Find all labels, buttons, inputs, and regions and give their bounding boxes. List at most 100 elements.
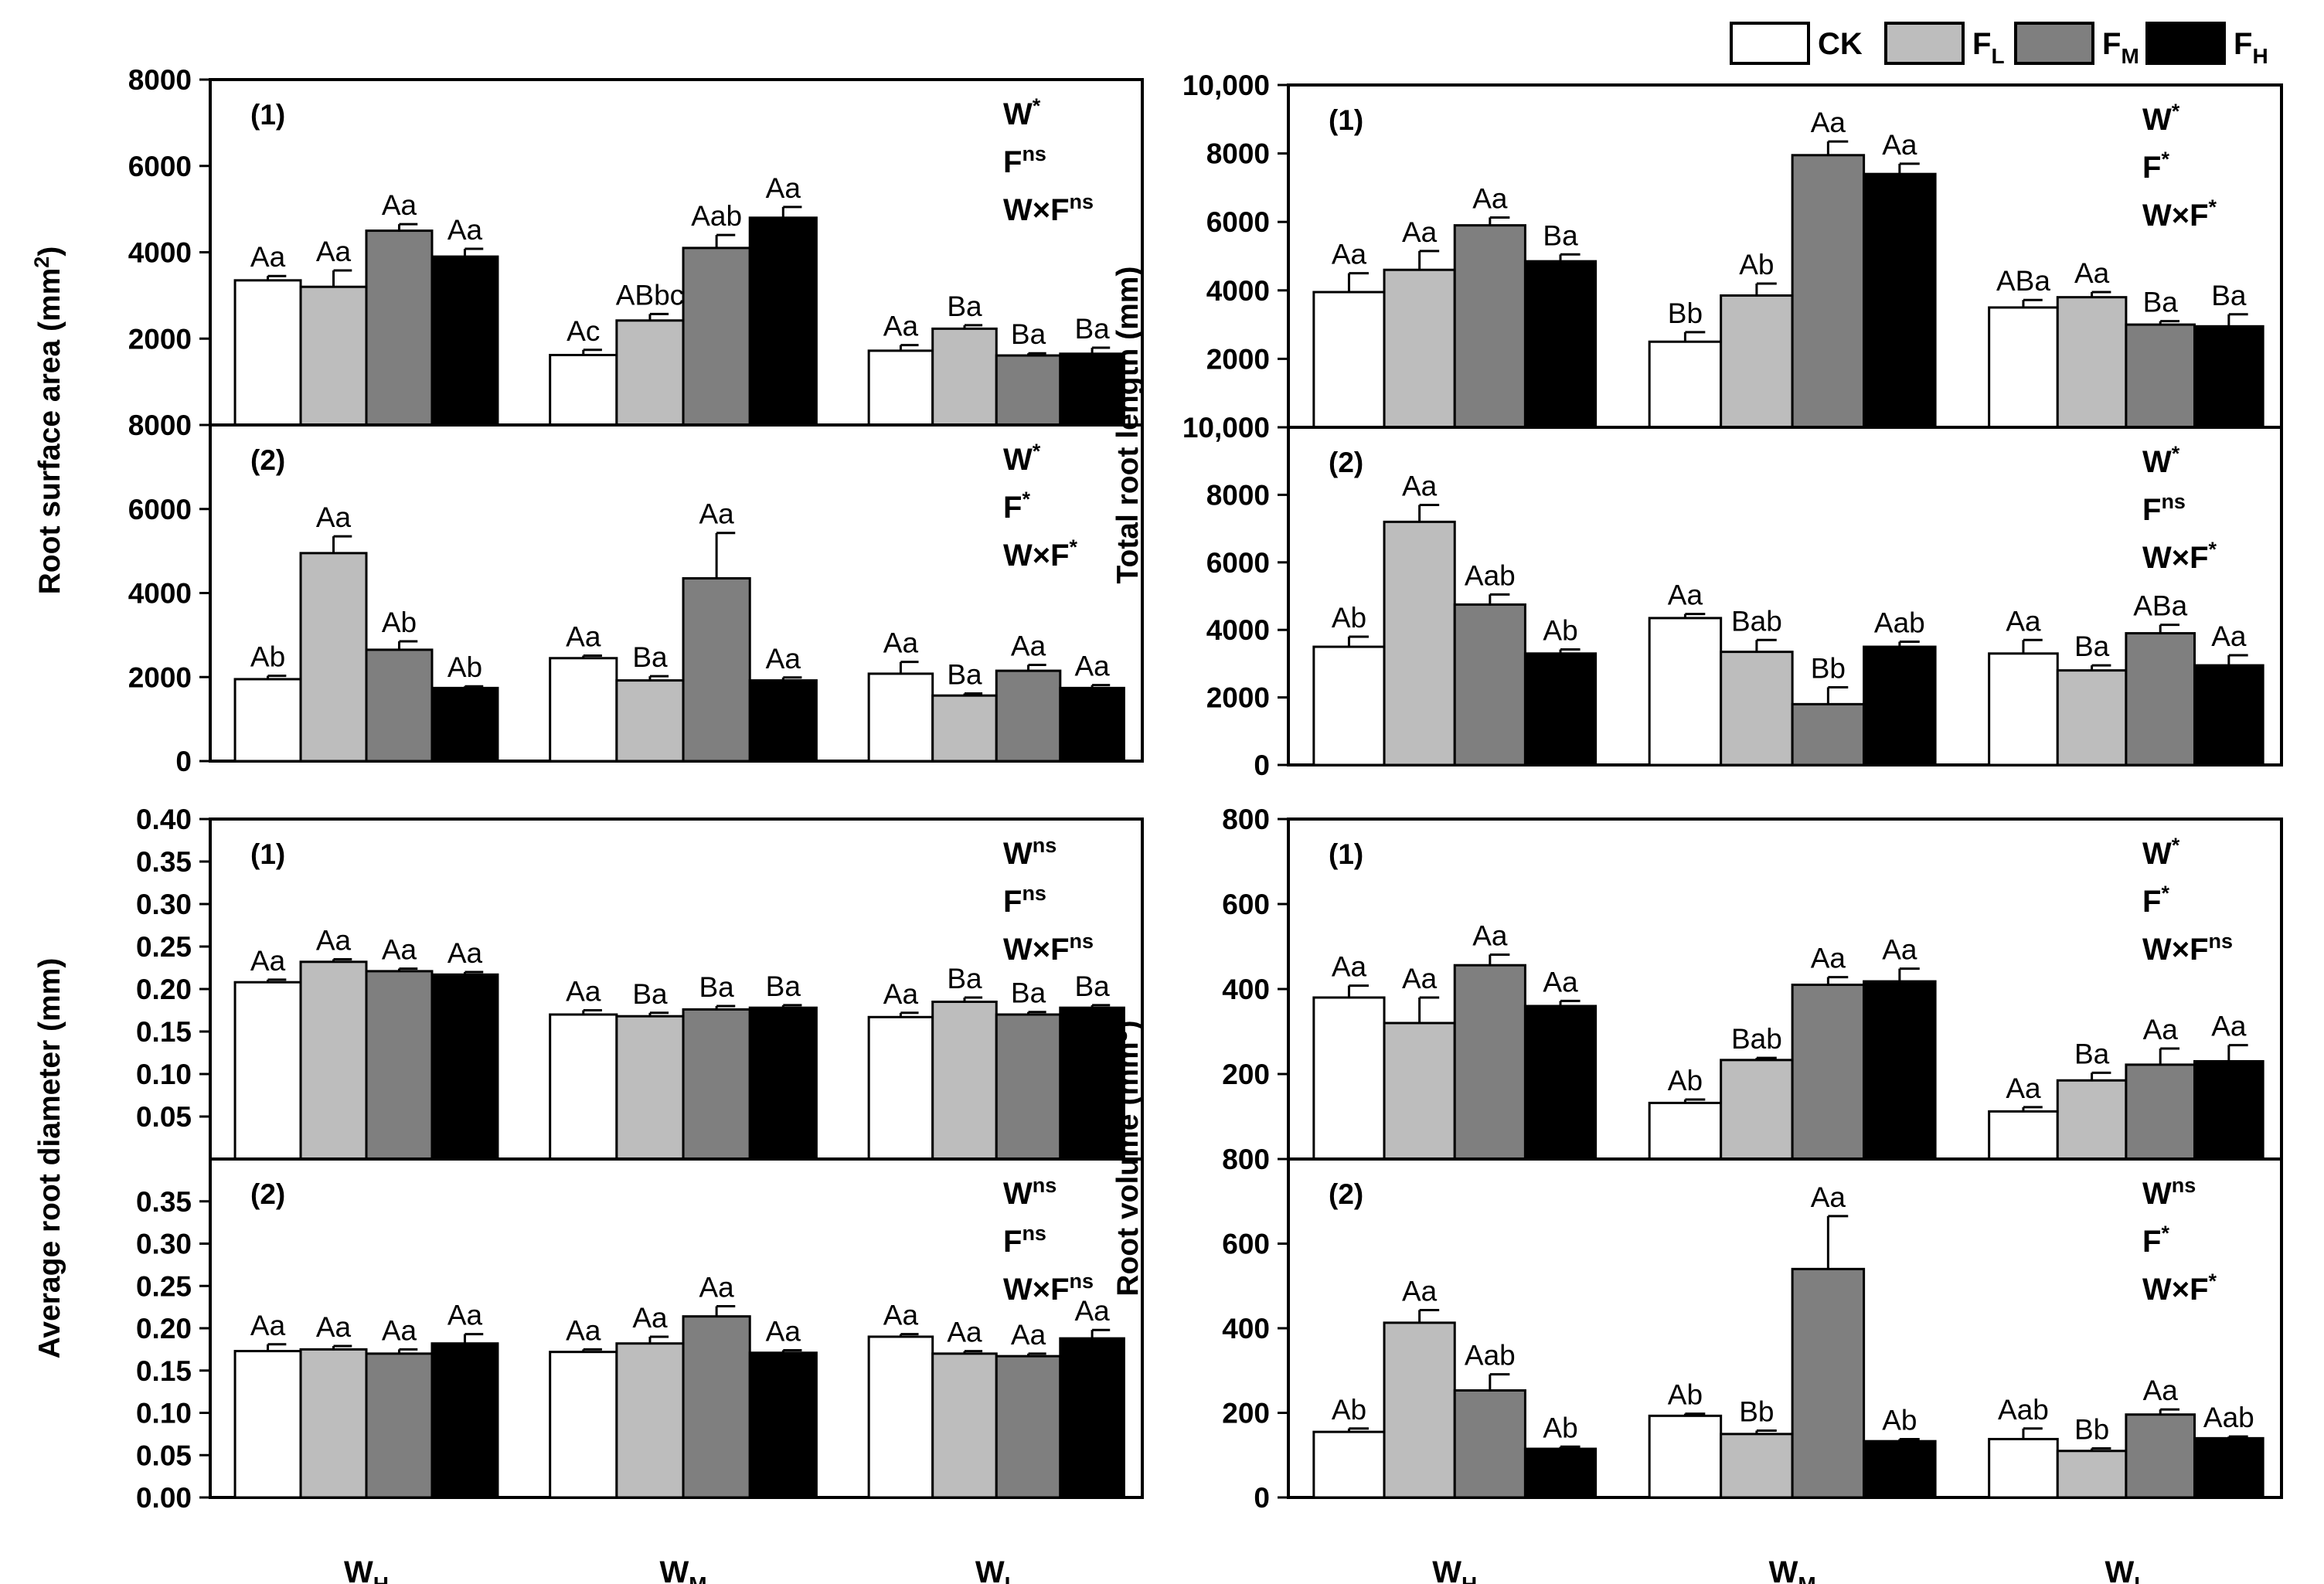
bar bbox=[1312, 645, 1386, 767]
significance-label: Aa bbox=[1011, 1319, 1046, 1351]
y-tick-label: 0.40 bbox=[136, 804, 192, 835]
significance-label: ABa bbox=[2133, 590, 2187, 622]
bar bbox=[233, 279, 302, 427]
stat-label: W×F* bbox=[2142, 195, 2217, 233]
bar bbox=[2125, 1063, 2196, 1161]
y-tick-label: 2000 bbox=[1206, 682, 1270, 714]
bar bbox=[1720, 651, 1794, 767]
stat-label: Fns bbox=[1003, 882, 1046, 919]
bar bbox=[1523, 652, 1598, 767]
total-root-length-chart: 2000 4000 6000 8000 10,000 (1) W* F* W×F* Aa Aa Aa B… bbox=[1111, 70, 2283, 781]
bar bbox=[867, 1015, 934, 1161]
root-volume-chart: 200 400 600 800 (1) W* F* W×Fns Aa Aa Aa Aa Ab Bab Aa A… bbox=[1108, 804, 2283, 1584]
y-tick-label: 4000 bbox=[1206, 275, 1270, 307]
x-category-label: WH bbox=[344, 1555, 389, 1584]
bar bbox=[615, 319, 685, 427]
bar bbox=[2193, 1436, 2264, 1499]
y-tick-label: 0 bbox=[175, 746, 192, 777]
panel-tag: (2) bbox=[1329, 447, 1363, 478]
x-category-label: WL bbox=[975, 1555, 1018, 1584]
significance-label: Bb bbox=[1668, 297, 1703, 329]
bar bbox=[682, 1008, 751, 1161]
bar bbox=[430, 973, 499, 1161]
significance-label: Ba bbox=[766, 970, 801, 1002]
bar bbox=[2193, 1060, 2264, 1161]
bar bbox=[682, 576, 751, 763]
y-tick-label: 2000 bbox=[128, 661, 192, 693]
bar bbox=[549, 657, 618, 763]
bar bbox=[233, 678, 302, 763]
significance-label: Aa bbox=[382, 1314, 417, 1346]
root-surface-area-chart: 2000 4000 6000 8000 (1) W* Fns W×Fns Aa Aa Aa Aa Ac A… bbox=[30, 64, 1144, 777]
bar bbox=[365, 648, 434, 763]
bar bbox=[365, 970, 434, 1161]
bar bbox=[1988, 1110, 2059, 1161]
panel-tag: (1) bbox=[1329, 838, 1363, 870]
significance-label: Aa bbox=[883, 311, 919, 342]
y-tick-label: 0.20 bbox=[136, 974, 192, 1005]
bar bbox=[931, 1001, 998, 1161]
significance-label: Bab bbox=[1731, 605, 1782, 637]
bar bbox=[299, 960, 368, 1161]
bar bbox=[2125, 632, 2196, 767]
significance-label: Ba bbox=[632, 978, 668, 1010]
bar bbox=[615, 679, 685, 763]
stat-label: W×F* bbox=[1003, 535, 1078, 573]
y-tick-label: 4000 bbox=[1206, 614, 1270, 646]
y-axis-label: Root volume (mm3) bbox=[1108, 1020, 1145, 1296]
stat-label: Wns bbox=[1003, 1174, 1057, 1211]
bar bbox=[995, 1013, 1062, 1161]
significance-label: Ba bbox=[947, 291, 982, 322]
y-tick-label: 0.15 bbox=[136, 1355, 192, 1387]
y-tick-label: 10,000 bbox=[1182, 412, 1270, 444]
stat-label: W* bbox=[2142, 100, 2180, 137]
y-tick-label: 0.35 bbox=[136, 1186, 192, 1218]
bar bbox=[615, 1015, 685, 1161]
y-tick-label: 6000 bbox=[128, 494, 192, 525]
bar bbox=[1720, 294, 1794, 429]
panel-tag: (1) bbox=[1329, 104, 1363, 136]
significance-label: Aa bbox=[250, 241, 286, 273]
y-axis-label: Root surface area (mm2) bbox=[30, 246, 66, 595]
panel-tag: (1) bbox=[250, 838, 285, 870]
legend: CK FL FM FH bbox=[1730, 22, 2268, 68]
legend-label-FH: FH bbox=[2234, 27, 2268, 68]
bar bbox=[931, 327, 998, 427]
significance-label: Aa bbox=[1811, 943, 1846, 974]
significance-label: Ab bbox=[1543, 1412, 1577, 1443]
significance-label: Aa bbox=[699, 498, 735, 530]
y-tick-label: 400 bbox=[1222, 974, 1270, 1005]
significance-label: Aa bbox=[1402, 1275, 1438, 1307]
bar bbox=[430, 686, 499, 763]
stat-label: W* bbox=[2142, 442, 2180, 479]
y-tick-label: 8000 bbox=[1206, 138, 1270, 170]
bar bbox=[233, 1350, 302, 1499]
x-category-label: WH bbox=[1432, 1555, 1477, 1584]
significance-label: Aa bbox=[883, 978, 919, 1010]
legend-swatch-FH bbox=[2145, 22, 2226, 65]
bar bbox=[1648, 617, 1723, 767]
bar bbox=[2193, 664, 2264, 767]
bar bbox=[1059, 686, 1125, 763]
significance-label: Ba bbox=[2143, 287, 2179, 318]
bar bbox=[1312, 291, 1386, 429]
significance-label: Ba bbox=[947, 658, 982, 690]
bar bbox=[1059, 1337, 1125, 1499]
bar bbox=[2056, 1079, 2128, 1161]
stat-label: F* bbox=[2142, 1222, 2169, 1259]
stat-label: W×F* bbox=[2142, 1270, 2217, 1307]
panel-tag: (2) bbox=[250, 444, 285, 476]
y-tick-label: 400 bbox=[1222, 1313, 1270, 1344]
bar bbox=[867, 672, 934, 763]
significance-label: Ab bbox=[1332, 602, 1366, 634]
y-tick-label: 0.25 bbox=[136, 931, 192, 963]
stat-label: W×F* bbox=[2142, 538, 2217, 575]
significance-label: Aa bbox=[1011, 630, 1046, 661]
significance-label: Aa bbox=[2143, 1375, 2179, 1406]
bar bbox=[233, 981, 302, 1161]
significance-label: Ab bbox=[447, 651, 482, 683]
bar bbox=[1648, 1101, 1723, 1161]
bar bbox=[1791, 702, 1866, 767]
y-tick-label: 8000 bbox=[1206, 479, 1270, 511]
